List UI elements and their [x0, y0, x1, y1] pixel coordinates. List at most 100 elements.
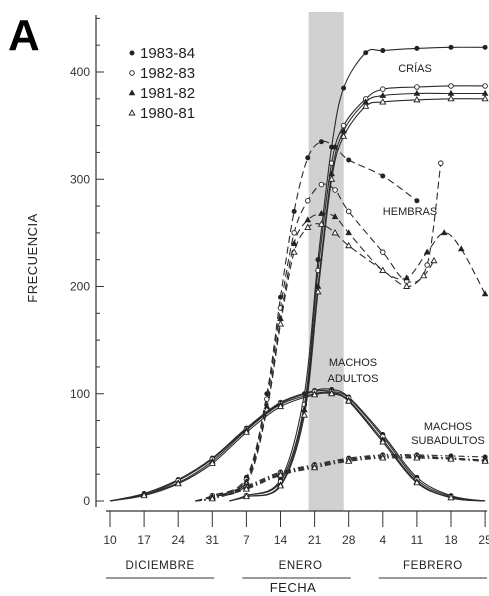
- data-point: [340, 132, 348, 139]
- data-point: [174, 479, 182, 487]
- data-point: [311, 390, 319, 398]
- data-point: [332, 144, 338, 150]
- series-hembras-1982-83: [195, 160, 444, 502]
- data-point: [332, 187, 338, 193]
- x-tick-label: 25: [478, 533, 489, 547]
- data-point: [362, 102, 370, 109]
- data-point: [424, 262, 430, 268]
- data-point: [481, 94, 489, 102]
- data-point: [311, 463, 319, 471]
- data-point: [379, 438, 387, 445]
- shaded-band: [308, 12, 344, 511]
- series-line: [195, 456, 486, 502]
- data-point: [331, 228, 339, 236]
- data-point: [140, 491, 148, 499]
- data-point: [304, 223, 312, 230]
- data-point: [242, 492, 250, 500]
- y-axis-title: FRECUENCIA: [25, 213, 40, 303]
- data-point: [276, 471, 285, 478]
- data-point: [208, 459, 216, 466]
- data-point: [481, 290, 489, 297]
- x-tick-label: 18: [444, 533, 458, 547]
- y-tick-label: 200: [70, 280, 90, 294]
- data-point: [413, 454, 421, 461]
- data-point: [331, 213, 339, 220]
- month-label: ENERO: [279, 560, 323, 572]
- series-line: [195, 223, 435, 502]
- data-point: [380, 249, 386, 255]
- legend-marker: [128, 109, 136, 116]
- x-tick-label: 10: [103, 533, 117, 547]
- data-point: [380, 86, 386, 92]
- series-machos-adultos-1980-81: [109, 389, 486, 502]
- data-point: [345, 229, 353, 236]
- y-tick-label: 100: [70, 387, 90, 401]
- data-point: [345, 208, 352, 215]
- data-point: [290, 248, 298, 255]
- annotation-machos-adultos: ADULTOS: [328, 373, 379, 385]
- annotation-machos-subadultos: MACHOS: [424, 421, 472, 433]
- x-tick-label: 17: [137, 533, 151, 547]
- data-point: [300, 411, 308, 418]
- data-point: [291, 208, 297, 214]
- plot-area: 0 100 200 300 400 10 17 24 31 7 14 21 28 4 11 18 25 DICIE…: [70, 12, 489, 579]
- annotation-machos-subadultos: SUBADULTOS: [411, 435, 485, 447]
- data-point: [314, 287, 322, 295]
- data-point: [305, 155, 311, 161]
- data-point: [447, 455, 455, 462]
- data-point: [317, 220, 325, 227]
- legend-label: 1983-84: [140, 45, 195, 62]
- data-point: [482, 83, 488, 89]
- annotation-machos-adultos: MACHOS: [329, 357, 377, 369]
- data-point: [481, 457, 489, 464]
- data-point: [447, 493, 455, 501]
- data-point: [448, 83, 454, 89]
- series-hembras-1981-82: [195, 209, 489, 502]
- data-point: [304, 216, 312, 223]
- data-point: [276, 320, 285, 327]
- series-line: [195, 212, 486, 502]
- month-label: DICIEMBRE: [126, 560, 195, 572]
- month-label: FEBRERO: [403, 560, 463, 572]
- data-point: [318, 139, 324, 145]
- data-point: [380, 48, 386, 54]
- y-tick-label: 0: [83, 494, 90, 508]
- x-tick-label: 24: [172, 533, 186, 547]
- x-tick-label: 31: [206, 533, 220, 547]
- data-point: [341, 85, 347, 91]
- data-point: [328, 389, 336, 397]
- legend-entry: 1980-81: [128, 105, 195, 122]
- data-point: [403, 282, 411, 289]
- data-point: [318, 209, 325, 216]
- annotation-crias: CRÍAS: [398, 62, 432, 75]
- series-line: [195, 454, 486, 502]
- data-point: [345, 241, 353, 249]
- data-point: [290, 239, 298, 246]
- data-point: [482, 44, 488, 50]
- data-point: [346, 157, 352, 163]
- series-line: [195, 457, 486, 502]
- data-point: [379, 98, 387, 105]
- panel-label: A: [8, 11, 40, 60]
- x-axis-title: FECHA: [270, 580, 317, 595]
- data-point: [448, 44, 454, 50]
- data-point: [291, 230, 297, 236]
- legend-marker: [129, 50, 135, 56]
- data-point: [413, 478, 421, 486]
- data-point: [379, 454, 387, 461]
- data-point: [440, 229, 448, 236]
- data-point: [305, 197, 311, 204]
- y-tick-label: 400: [70, 65, 90, 79]
- x-tick-label: 21: [308, 533, 322, 547]
- data-point: [242, 428, 250, 435]
- data-point: [438, 160, 444, 166]
- series-machos-subadultos-1980-81: [195, 454, 489, 502]
- legend-label: 1982-83: [140, 65, 195, 82]
- legend-label: 1981-82: [140, 85, 195, 102]
- data-point: [423, 248, 431, 255]
- data-point: [345, 397, 353, 404]
- legend-label: 1980-81: [140, 105, 195, 122]
- data-point: [447, 94, 455, 102]
- x-tick-label: 28: [342, 533, 356, 547]
